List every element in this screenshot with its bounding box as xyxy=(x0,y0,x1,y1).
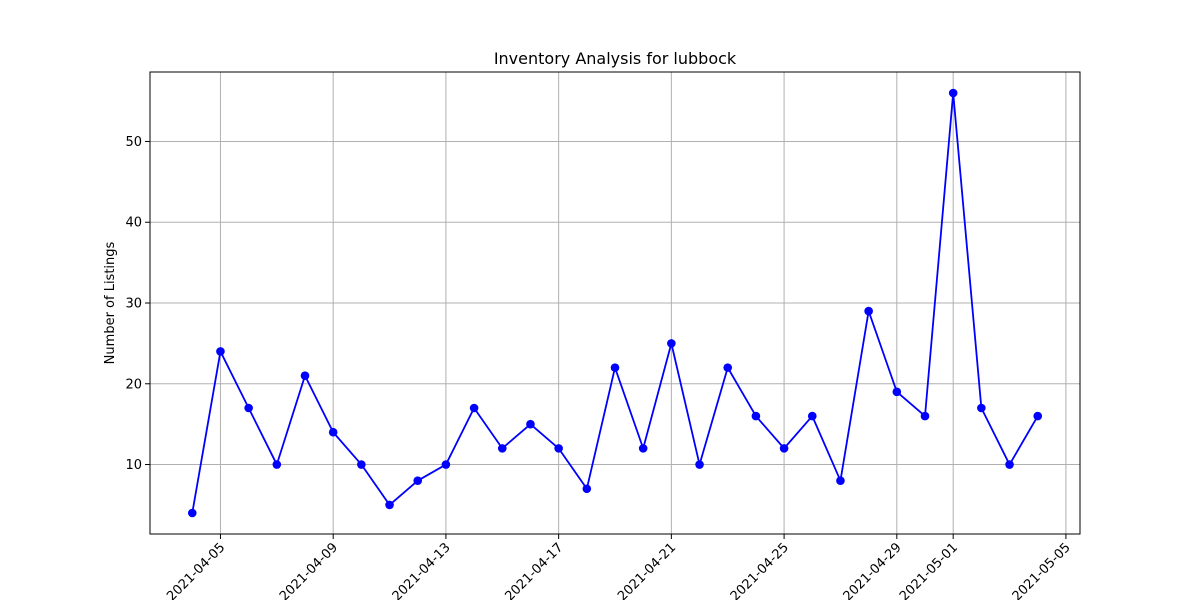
series-listings xyxy=(187,88,1043,518)
y-axis-label: Number of Listings xyxy=(103,241,118,364)
data-point xyxy=(807,411,817,421)
y-tick-label: 20 xyxy=(125,377,142,392)
y-tick-label: 40 xyxy=(125,216,142,231)
chart-title: Inventory Analysis for lubbock xyxy=(494,49,737,68)
data-point xyxy=(695,460,704,469)
data-point xyxy=(554,444,563,453)
data-point xyxy=(610,363,620,372)
data-point xyxy=(892,387,902,397)
data-point xyxy=(300,371,310,380)
data-point xyxy=(526,419,535,429)
data-point xyxy=(1005,460,1014,469)
data-point xyxy=(187,508,197,518)
data-point xyxy=(328,427,338,437)
data-point xyxy=(948,88,958,98)
data-point xyxy=(920,411,930,421)
y-tick-label: 50 xyxy=(125,135,142,150)
data-point xyxy=(751,411,761,421)
data-point xyxy=(1033,411,1043,421)
data-point xyxy=(441,460,451,469)
grid xyxy=(150,72,1080,534)
data-point xyxy=(864,306,873,316)
data-point xyxy=(216,347,225,356)
data-point xyxy=(582,484,592,494)
data-point xyxy=(357,460,366,469)
y-tick-label: 10 xyxy=(125,458,142,473)
data-point xyxy=(977,403,986,413)
data-point xyxy=(723,363,733,372)
data-point xyxy=(638,444,648,453)
data-point xyxy=(497,444,507,453)
data-point xyxy=(469,403,479,413)
y-tick-label: 30 xyxy=(125,297,142,312)
data-point xyxy=(385,500,394,510)
axes-frame xyxy=(149,71,1081,535)
data-point xyxy=(272,460,282,469)
data-point xyxy=(836,476,845,485)
data-point xyxy=(779,444,789,453)
data-point xyxy=(667,339,676,348)
data-point xyxy=(244,403,253,413)
data-point xyxy=(413,476,423,485)
